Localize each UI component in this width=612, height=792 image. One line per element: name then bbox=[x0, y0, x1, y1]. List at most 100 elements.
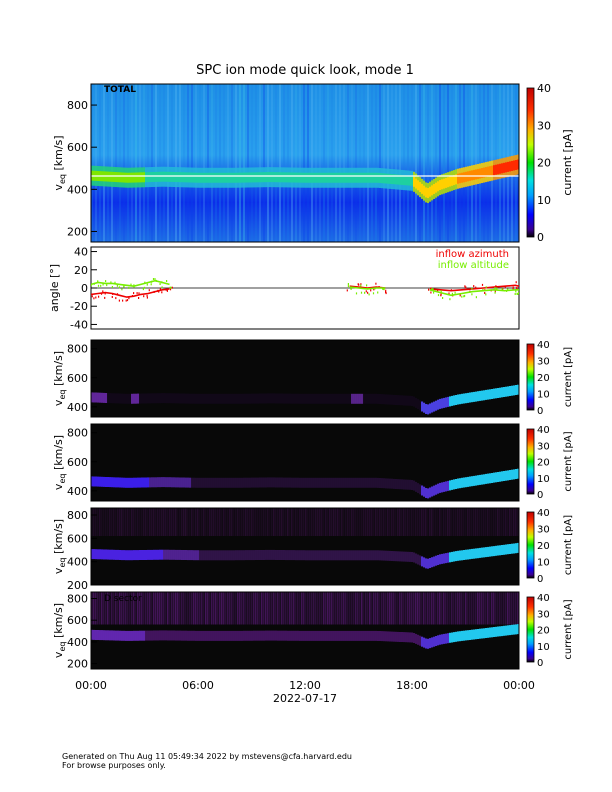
sector-ridge-cell bbox=[165, 549, 168, 560]
sector-ridge-cell bbox=[271, 549, 274, 560]
sector-ridge-cell bbox=[401, 551, 404, 562]
sector-noise-column bbox=[499, 592, 501, 625]
colorbar-tick-label: 0 bbox=[537, 490, 543, 501]
ridge-core bbox=[241, 172, 244, 183]
sector-ridge-cell bbox=[287, 393, 290, 404]
total-texture-stripe bbox=[351, 84, 353, 242]
sector-ridge-cell bbox=[305, 393, 308, 404]
ridge-core bbox=[231, 172, 234, 183]
total-y-axis-label: veq [km/s] bbox=[52, 135, 67, 190]
sector-ridge-cell bbox=[307, 630, 310, 641]
sector-noise-column bbox=[503, 508, 505, 536]
sector-noise-column bbox=[391, 508, 393, 536]
sector-noise-column bbox=[229, 592, 231, 625]
sector-noise-column bbox=[449, 508, 451, 536]
sector-ridge-cell bbox=[143, 477, 146, 488]
sector-ridge-cell bbox=[491, 627, 494, 638]
sector-ridge-cell bbox=[359, 550, 362, 561]
sector-ridge-cell bbox=[161, 477, 164, 488]
sector-ridge-cell bbox=[439, 482, 442, 493]
angle-point bbox=[428, 288, 430, 291]
sector-ridge-cell bbox=[379, 394, 382, 404]
sector-ridge-cell bbox=[159, 630, 162, 641]
total-texture-stripe bbox=[115, 84, 117, 242]
angle-point bbox=[158, 290, 160, 293]
sector-noise-column bbox=[489, 508, 491, 536]
sector-noise-column bbox=[353, 508, 355, 536]
sector-noise-column bbox=[323, 592, 325, 625]
sector-ridge-cell bbox=[369, 550, 372, 561]
angle-point bbox=[463, 295, 465, 298]
sector-noise-column bbox=[485, 508, 487, 536]
angle-point bbox=[150, 283, 152, 286]
sector-ridge-cell bbox=[331, 477, 334, 488]
sector-ridge-cell bbox=[195, 393, 198, 404]
sector-ridge-cell bbox=[277, 477, 280, 488]
sector-noise-column bbox=[149, 592, 151, 625]
angle-point bbox=[115, 297, 117, 300]
sector-ridge-cell bbox=[439, 634, 442, 645]
sector-noise-column bbox=[305, 592, 307, 625]
sector-ridge-cell bbox=[223, 630, 226, 641]
sector-ridge-cell bbox=[307, 393, 310, 404]
sector-noise-column bbox=[431, 508, 433, 536]
sector-y-tick-label: 600 bbox=[67, 372, 88, 385]
sector-noise-column bbox=[239, 508, 241, 536]
sector-noise-column bbox=[259, 508, 261, 536]
sector-ridge-cell bbox=[309, 393, 312, 404]
sector-ridge-cell bbox=[233, 393, 236, 404]
sector-noise-column bbox=[491, 508, 493, 536]
sector-ridge-cell bbox=[511, 543, 514, 554]
sector-ridge-cell bbox=[139, 477, 142, 488]
ridge-core bbox=[113, 171, 116, 182]
sector-ridge-cell bbox=[151, 549, 154, 560]
ridge-core bbox=[361, 172, 364, 183]
sector-noise-column bbox=[313, 592, 315, 625]
sector-noise-column bbox=[111, 508, 113, 536]
sector-ridge-cell bbox=[225, 477, 228, 488]
ridge-core bbox=[245, 172, 248, 183]
sector-ridge-cell bbox=[141, 393, 144, 404]
ridge-core bbox=[193, 172, 196, 183]
sector-ridge-cell bbox=[155, 393, 158, 404]
sector-ridge-cell bbox=[277, 550, 280, 560]
total-texture-stripe bbox=[343, 84, 345, 242]
angle-point bbox=[365, 290, 367, 293]
sector-noise-column bbox=[371, 508, 373, 536]
sector-noise-column bbox=[97, 508, 99, 536]
sector-ridge-cell bbox=[485, 473, 488, 484]
sector-ridge-cell bbox=[259, 393, 262, 404]
sector-noise-column bbox=[381, 508, 383, 536]
sector-noise-column bbox=[279, 508, 281, 536]
total-texture-stripe bbox=[167, 84, 169, 242]
sector-ridge-cell bbox=[411, 480, 414, 490]
angle-point bbox=[481, 283, 484, 286]
ridge-core bbox=[125, 172, 128, 183]
sector-ridge-cell bbox=[507, 544, 510, 555]
sector-ridge-cell bbox=[429, 403, 432, 414]
ridge-core bbox=[185, 172, 188, 183]
sector-ridge-cell bbox=[273, 630, 276, 641]
angle-point bbox=[93, 282, 95, 285]
sector-ridge-cell bbox=[453, 479, 456, 490]
sector-ridge-cell bbox=[323, 630, 326, 641]
ridge-core bbox=[443, 178, 446, 189]
sector-ridge-cell bbox=[427, 558, 430, 569]
sector-ridge-cell bbox=[173, 477, 176, 488]
sector-ridge-cell bbox=[279, 550, 282, 560]
ridge-core bbox=[109, 171, 112, 182]
total-y-tick-label: 200 bbox=[67, 225, 88, 238]
ridge-core bbox=[233, 172, 236, 183]
total-texture-stripe bbox=[435, 84, 437, 242]
sector-noise-column bbox=[219, 592, 221, 625]
sector-noise-column bbox=[407, 508, 409, 536]
sector-noise-column bbox=[421, 592, 423, 625]
sector-noise-column bbox=[483, 508, 485, 536]
sector-noise-column bbox=[295, 508, 297, 536]
sector-noise-column bbox=[373, 592, 375, 625]
sector-ridge-cell bbox=[299, 393, 302, 404]
ridge-core bbox=[477, 168, 480, 179]
sector-ridge-cell bbox=[185, 477, 188, 488]
